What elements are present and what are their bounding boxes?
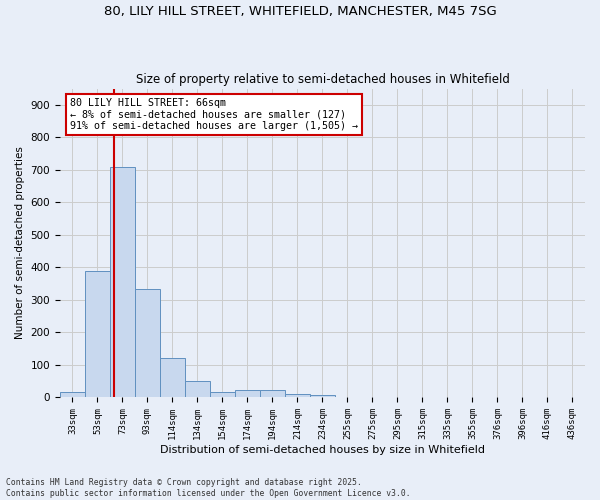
Bar bbox=[285, 394, 310, 398]
Title: Size of property relative to semi-detached houses in Whitefield: Size of property relative to semi-detach… bbox=[136, 73, 509, 86]
X-axis label: Distribution of semi-detached houses by size in Whitefield: Distribution of semi-detached houses by … bbox=[160, 445, 485, 455]
Bar bbox=[110, 166, 135, 398]
Bar bbox=[135, 288, 160, 398]
Bar bbox=[60, 392, 85, 398]
Bar bbox=[235, 390, 260, 398]
Bar bbox=[185, 381, 210, 398]
Bar bbox=[310, 395, 335, 398]
Y-axis label: Number of semi-detached properties: Number of semi-detached properties bbox=[15, 146, 25, 340]
Bar bbox=[85, 270, 110, 398]
Bar bbox=[210, 392, 235, 398]
Text: 80 LILY HILL STREET: 66sqm
← 8% of semi-detached houses are smaller (127)
91% of: 80 LILY HILL STREET: 66sqm ← 8% of semi-… bbox=[70, 98, 358, 131]
Bar bbox=[160, 358, 185, 398]
Text: 80, LILY HILL STREET, WHITEFIELD, MANCHESTER, M45 7SG: 80, LILY HILL STREET, WHITEFIELD, MANCHE… bbox=[104, 5, 496, 18]
Text: Contains HM Land Registry data © Crown copyright and database right 2025.
Contai: Contains HM Land Registry data © Crown c… bbox=[6, 478, 410, 498]
Bar bbox=[260, 390, 285, 398]
